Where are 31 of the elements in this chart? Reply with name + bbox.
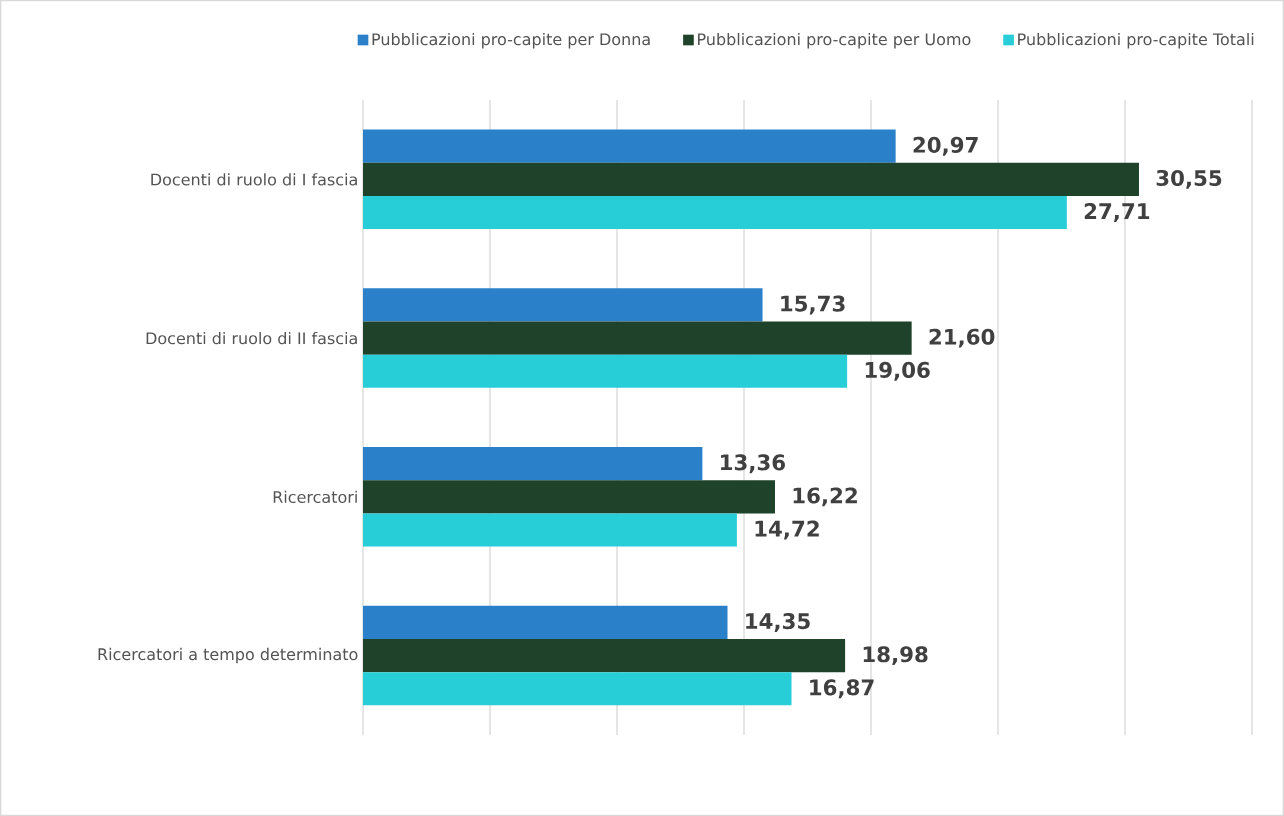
legend-label: Pubblicazioni pro-capite per Uomo	[698, 32, 971, 49]
bar	[363, 195, 1067, 230]
bar	[363, 480, 775, 514]
bar	[363, 447, 703, 481]
data-label: 20,97	[913, 136, 978, 156]
data-label: 13,36	[721, 454, 785, 474]
data-label: 18,98	[863, 646, 928, 666]
bar	[363, 605, 728, 640]
data-label: 30,55	[1156, 169, 1222, 189]
bar	[363, 639, 846, 673]
y-tick-label: Ricercatori a tempo determinato	[98, 647, 358, 664]
data-label: 14,72	[755, 520, 819, 540]
y-tick-label: Docenti di ruolo di II fascia	[146, 331, 357, 345]
bar	[363, 129, 896, 163]
bar	[363, 513, 737, 547]
data-label: 19,06	[865, 361, 930, 381]
y-tick-label: Ricercatori	[273, 490, 357, 504]
data-label: 21,60	[929, 328, 995, 348]
data-label: 16,22	[793, 487, 857, 507]
data-label: 16,87	[810, 679, 874, 699]
data-label: 14,35	[746, 613, 810, 632]
legend-label: Pubblicazioni pro-capite per Donna	[372, 32, 650, 49]
bar	[363, 288, 763, 322]
data-label: 15,73	[781, 295, 845, 315]
y-tick-label: Docenti di ruolo di I fascia	[151, 173, 357, 186]
data-label: 27,71	[1084, 203, 1150, 222]
bar	[363, 162, 1139, 196]
bar	[363, 321, 912, 355]
legend-label: Pubblicazioni pro-capite Totali	[1018, 32, 1254, 49]
bar	[363, 672, 792, 706]
bar	[363, 354, 848, 388]
